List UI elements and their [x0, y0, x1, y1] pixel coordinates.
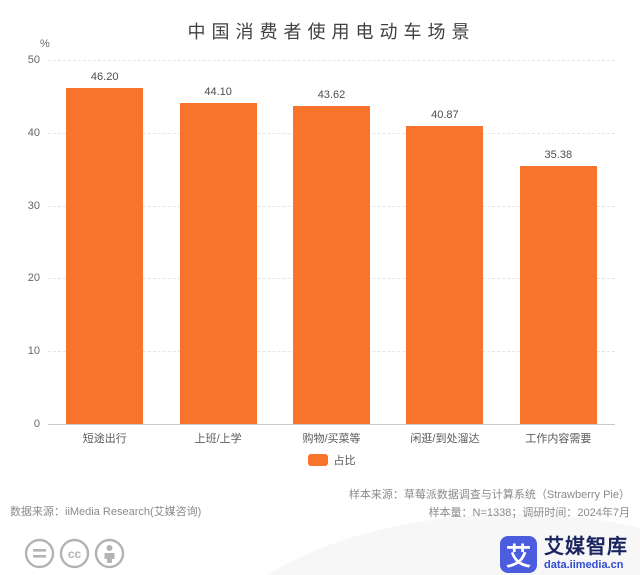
bar-cell: 46.20: [48, 60, 161, 424]
y-tick-label: 40: [27, 126, 40, 139]
brand-name: 艾媒智库: [544, 536, 628, 558]
bar-上班/上学: 44.10: [179, 86, 257, 424]
bar-value-label: 40.87: [431, 109, 459, 122]
bar-短途出行: 46.20: [66, 71, 144, 424]
chart-title: 中国消费者使用电动车场景: [187, 22, 476, 42]
y-tick-label: 50: [27, 54, 40, 66]
sample-source-text: 样本来源：草莓派数据调查与计算系统（Strawberry Pie） 样本量：N=…: [349, 486, 630, 522]
legend-swatch: [307, 454, 328, 466]
cc-icon: cc: [59, 538, 90, 569]
iimedia-logo-icon: 艾: [500, 536, 537, 573]
brand-url: data.iimedia.cn: [544, 559, 624, 571]
y-tick-label: 0: [33, 418, 40, 430]
legend-label: 占比: [333, 455, 356, 467]
sample-source-line: 样本来源：草莓派数据调查与计算系统（Strawberry Pie）: [348, 489, 630, 501]
gridline: [48, 60, 615, 61]
attribution-person-icon: [94, 538, 125, 569]
x-axis-label: 短途出行: [82, 433, 127, 445]
legend: 占比: [48, 452, 615, 468]
equals-icon: [24, 538, 55, 569]
y-tick-label: 20: [27, 272, 40, 285]
x-axis-label: 闲逛/到处溜达: [410, 433, 480, 445]
x-axis-label: 上班/上学: [194, 433, 242, 445]
bar-value-label: 46.20: [90, 70, 119, 83]
bar-cell: 40.87: [388, 60, 501, 424]
bar-cell: 35.38: [502, 60, 615, 424]
x-axis-label: 工作内容需要: [525, 433, 592, 445]
plot-area: 0 10 20 30 40 50 46.20 44.10 43.62 40.87 35.38: [28, 54, 615, 430]
y-tick-label: 30: [27, 199, 40, 212]
bar-value-label: 43.62: [317, 89, 346, 102]
bar-工作内容需要: 35.38: [519, 149, 597, 424]
bar-购物/买菜等: 43.62: [292, 89, 371, 424]
data-source-text: 数据来源：iiMedia Research(艾媒咨询): [10, 506, 202, 518]
bars: 46.20 44.10 43.62 40.87 35.38: [48, 60, 615, 424]
x-axis-labels: 短途出行 上班/上学 购物/买菜等 闲逛/到处溜达 工作内容需要: [48, 430, 615, 446]
y-axis-unit-label: %: [40, 38, 50, 50]
bar-value-label: 44.10: [204, 85, 232, 98]
bar-cell: 44.10: [161, 60, 274, 424]
bar-value-label: 35.38: [544, 149, 573, 162]
y-tick-label: 10: [27, 345, 40, 358]
bar-闲逛/到处溜达: 40.87: [406, 109, 484, 424]
license-icons: cc: [24, 538, 125, 569]
brand-text: 艾媒智库 data.iimedia.cn: [544, 536, 628, 572]
iimedia-brand: 艾 艾媒智库 data.iimedia.cn: [500, 536, 628, 573]
sample-info-line: 样本量：N=1338；调研时间：2024年7月: [428, 507, 630, 519]
bar-cell: 43.62: [275, 60, 388, 424]
svg-text:cc: cc: [68, 547, 82, 561]
x-axis-label: 购物/买菜等: [302, 433, 361, 445]
